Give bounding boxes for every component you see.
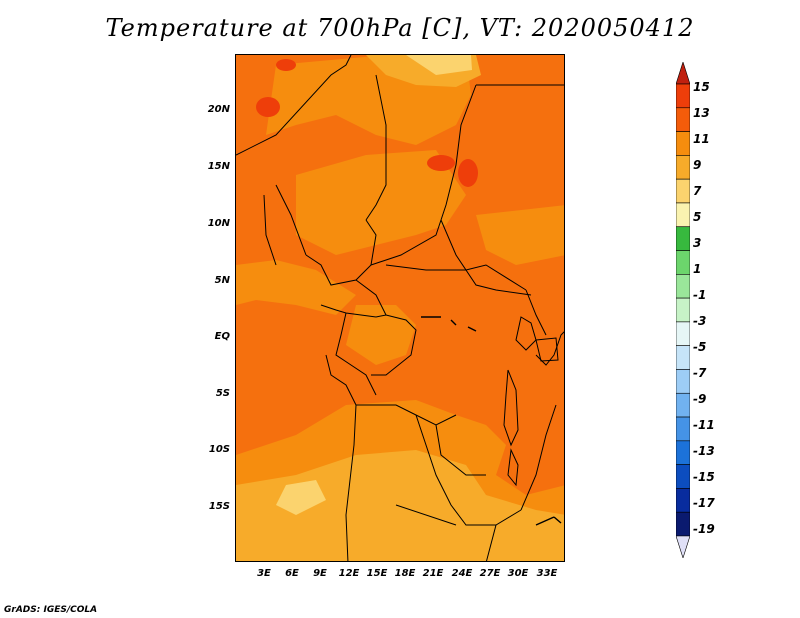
lat-tick-EQ: EQ [214, 331, 230, 342]
lon-tick-3E: 3E [257, 568, 271, 579]
colorbar-swatch [675, 274, 691, 299]
colorbar-top-arrow [675, 61, 691, 85]
colorbar-label-11: 11 [693, 132, 710, 146]
lon-tick-27E: 27E [479, 568, 501, 579]
lon-tick-18E: 18E [394, 568, 416, 579]
colorbar [675, 61, 691, 562]
colorbar-label-minus5: -5 [693, 340, 707, 354]
lon-tick-9E: 9E [313, 568, 327, 579]
colorbar-label-minus9: -9 [693, 392, 707, 406]
colorbar-label-minus13: -13 [693, 444, 715, 458]
colorbar-swatch [675, 107, 691, 132]
colorbar-swatch [675, 416, 691, 442]
colorbar-swatch [675, 464, 691, 489]
colorbar-label-15: 15 [693, 80, 710, 94]
colorbar-swatch [675, 250, 691, 275]
lat-tick-10S: 10S [208, 444, 230, 455]
colorbar-swatch [675, 202, 691, 228]
lon-tick-30E: 30E [507, 568, 529, 579]
lon-tick-12E: 12E [338, 568, 360, 579]
lon-tick-21E: 21E [422, 568, 444, 579]
colorbar-label-minus17: -17 [693, 496, 715, 510]
colorbar-label-3: 3 [693, 236, 702, 250]
colorbar-swatch [675, 297, 691, 323]
lat-tick-15N: 15N [207, 161, 230, 172]
colorbar-label-5: 5 [693, 210, 702, 224]
lat-tick-15S: 15S [208, 501, 230, 512]
colorbar-label-13: 13 [693, 106, 710, 120]
colorbar-label-minus19: -19 [693, 522, 715, 536]
colorbar-swatch [675, 226, 691, 251]
grads-credit: GrADS: IGES/COLA [4, 605, 98, 615]
colorbar-swatch [675, 345, 691, 370]
lat-tick-5S: 5S [215, 388, 230, 399]
colorbar-label-minus1: -1 [693, 288, 707, 302]
colorbar-label-minus7: -7 [693, 366, 707, 380]
colorbar-swatch [675, 369, 691, 394]
colorbar-swatch [675, 131, 691, 156]
colorbar-swatch [675, 321, 691, 346]
colorbar-label-9: 9 [693, 158, 702, 172]
colorbar-swatch [675, 440, 691, 465]
colorbar-label-minus3: -3 [693, 314, 707, 328]
colorbar-bottom-arrow [675, 535, 691, 559]
map-panel [235, 54, 565, 562]
colorbar-swatch [675, 488, 691, 513]
colorbar-swatch [675, 392, 691, 418]
lon-tick-15E: 15E [366, 568, 388, 579]
lon-tick-33E: 33E [536, 568, 558, 579]
lat-tick-5N: 5N [214, 275, 230, 286]
lon-tick-6E: 6E [285, 568, 299, 579]
colorbar-swatches [675, 61, 691, 559]
colorbar-swatch [675, 178, 691, 204]
lat-tick-20N: 20N [207, 104, 230, 115]
colorbar-swatch [675, 83, 691, 109]
colorbar-swatch [675, 155, 691, 180]
temperature-map [236, 55, 564, 561]
colorbar-label-minus15: -15 [693, 470, 715, 484]
colorbar-swatch [675, 511, 691, 537]
colorbar-label-1: 1 [693, 262, 702, 276]
colorbar-label-7: 7 [693, 184, 702, 198]
map-title: Temperature at 700hPa [C], VT: 202005041… [105, 14, 695, 42]
lon-tick-24E: 24E [451, 568, 473, 579]
lat-tick-10N: 10N [207, 218, 230, 229]
colorbar-label-minus11: -11 [693, 418, 715, 432]
